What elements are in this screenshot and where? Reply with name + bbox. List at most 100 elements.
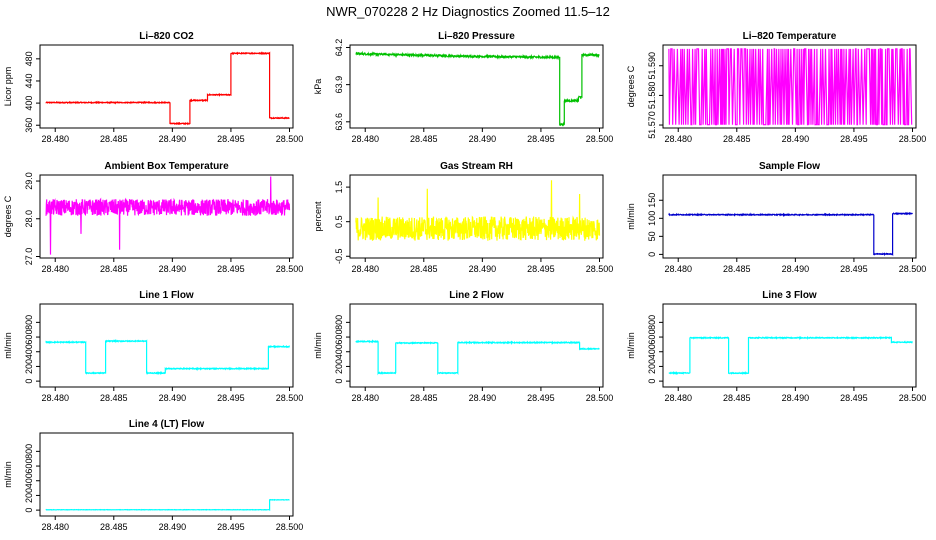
x-tick-label: 28.495 xyxy=(217,264,245,274)
panel-title: Sample Flow xyxy=(759,161,820,172)
y-axis-label: ml/min xyxy=(3,332,13,359)
y-tick-label: 50 xyxy=(647,231,657,241)
y-tick-label: 0 xyxy=(24,379,34,384)
plot-frame xyxy=(39,303,294,388)
panel-title: Li–820 Temperature xyxy=(743,31,837,42)
x-tick-label: 28.500 xyxy=(586,393,614,403)
y-tick-label: 200 xyxy=(647,359,657,374)
x-tick-label: 28.480 xyxy=(41,393,69,403)
y-tick-label: 800 xyxy=(24,444,34,459)
x-tick-label: 28.490 xyxy=(159,264,187,274)
x-tick-label: 28.490 xyxy=(469,393,497,403)
series-line xyxy=(45,176,291,255)
x-tick-label: 28.480 xyxy=(664,264,692,274)
x-tick-label: 28.480 xyxy=(351,393,379,403)
x-tick-label: 28.485 xyxy=(100,264,128,274)
x-tick-label: 28.485 xyxy=(100,393,128,403)
panel-8: Line 2 Flow ml/min 28.480 28.485 28.490 28.49… xyxy=(313,290,613,403)
x-tick-label: 28.495 xyxy=(527,393,555,403)
y-tick-label: 1.5 xyxy=(334,181,344,194)
x-tick-label: 28.495 xyxy=(840,393,868,403)
y-tick-label: 800 xyxy=(334,315,344,330)
y-tick-label: 360 xyxy=(24,118,34,133)
y-tick-label: 63.9 xyxy=(334,76,344,94)
x-tick-label: 28.495 xyxy=(840,134,868,144)
y-tick-label: 600 xyxy=(24,330,34,345)
y-axis-label: ml/min xyxy=(626,203,636,230)
x-tick-label: 28.495 xyxy=(840,264,868,274)
x-tick-label: 28.480 xyxy=(664,393,692,403)
y-tick-label: 51.590 xyxy=(647,52,657,80)
x-tick-label: 28.485 xyxy=(100,522,128,532)
plot-frame xyxy=(349,303,604,388)
y-tick-label: 400 xyxy=(334,344,344,359)
y-tick-label: 800 xyxy=(24,315,34,330)
x-tick-label: 28.485 xyxy=(723,264,751,274)
y-tick-label: 800 xyxy=(647,315,657,330)
plot-frame xyxy=(662,303,917,388)
panel-title: Li–820 Pressure xyxy=(438,31,515,42)
x-tick-label: 28.500 xyxy=(899,264,927,274)
panel-10: Line 4 (LT) Flow ml/min 28.480 28.485 28.490… xyxy=(3,419,303,532)
x-tick-label: 28.485 xyxy=(410,264,438,274)
x-tick-label: 28.490 xyxy=(159,393,187,403)
x-tick-label: 28.490 xyxy=(782,393,810,403)
x-tick-label: 28.480 xyxy=(41,264,69,274)
x-tick-label: 28.500 xyxy=(276,134,304,144)
panel-title: Gas Stream RH xyxy=(440,161,513,172)
series-line xyxy=(45,498,290,512)
x-tick-label: 28.480 xyxy=(41,522,69,532)
x-tick-label: 28.490 xyxy=(469,264,497,274)
y-tick-label: 100 xyxy=(647,211,657,226)
x-tick-label: 28.500 xyxy=(899,393,927,403)
x-tick-label: 28.485 xyxy=(723,393,751,403)
figure-title: NWR_070228 2 Hz Diagnostics Zoomed 11.5–… xyxy=(326,4,610,19)
panel-title: Ambient Box Temperature xyxy=(104,161,229,172)
panel-7: Line 1 Flow ml/min 28.480 28.485 28.490 28.49… xyxy=(3,290,303,403)
x-tick-label: 28.495 xyxy=(217,393,245,403)
x-tick-label: 28.495 xyxy=(527,264,555,274)
series-line xyxy=(355,50,600,127)
y-tick-label: 200 xyxy=(24,488,34,503)
y-tick-label: 0 xyxy=(334,379,344,384)
x-tick-label: 28.490 xyxy=(159,134,187,144)
x-tick-label: 28.500 xyxy=(586,264,614,274)
x-tick-label: 28.490 xyxy=(782,134,810,144)
y-axis-label: ml/min xyxy=(313,332,323,359)
y-tick-label: 27.0 xyxy=(24,248,34,266)
series-line xyxy=(668,211,913,257)
x-tick-label: 28.500 xyxy=(899,134,927,144)
y-axis-label: degrees C xyxy=(3,195,13,237)
y-tick-label: 400 xyxy=(24,344,34,359)
y-tick-label: 400 xyxy=(24,96,34,111)
x-tick-label: 28.490 xyxy=(469,134,497,144)
y-tick-label: 63.6 xyxy=(334,113,344,131)
y-tick-label: -0.5 xyxy=(334,249,344,265)
x-tick-label: 28.485 xyxy=(410,134,438,144)
plot-frame xyxy=(39,432,294,517)
y-tick-label: 51.570 xyxy=(647,111,657,139)
panel-title: Line 2 Flow xyxy=(449,290,504,301)
y-tick-label: 400 xyxy=(647,344,657,359)
y-tick-label: 200 xyxy=(334,359,344,374)
panel-title: Line 3 Flow xyxy=(762,290,817,301)
series-line xyxy=(45,51,290,126)
panel-3: Li–820 Temperature degrees C 28.480 28.485 2… xyxy=(626,31,926,144)
x-tick-label: 28.480 xyxy=(664,134,692,144)
x-tick-label: 28.480 xyxy=(351,134,379,144)
y-tick-label: 0 xyxy=(24,508,34,513)
panel-9: Line 3 Flow ml/min 28.480 28.485 28.490 28.49… xyxy=(626,290,926,403)
y-tick-label: 64.2 xyxy=(334,39,344,57)
y-axis-label: ml/min xyxy=(626,332,636,359)
panel-5: Gas Stream RH percent 28.480 28.485 28.490 28… xyxy=(313,161,613,274)
y-tick-label: 0 xyxy=(647,379,657,384)
x-tick-label: 28.480 xyxy=(41,134,69,144)
panel-1: Li–820 CO2 Licor ppm 28.480 28.485 28.490 28.… xyxy=(3,31,303,144)
plot-frame xyxy=(349,44,604,129)
x-tick-label: 28.485 xyxy=(723,134,751,144)
y-axis-label: percent xyxy=(313,201,323,232)
series-line xyxy=(45,339,291,376)
y-tick-label: 200 xyxy=(24,359,34,374)
y-tick-label: 150 xyxy=(647,193,657,208)
